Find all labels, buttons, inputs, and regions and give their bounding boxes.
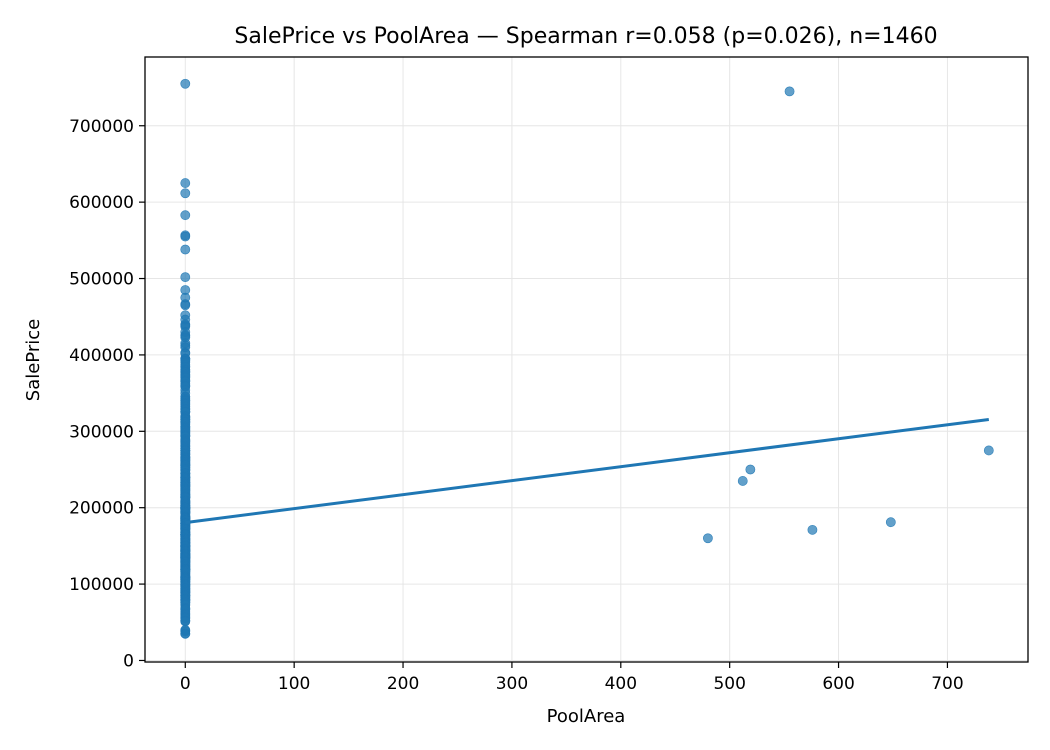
x-tick-label: 100 [278, 674, 310, 694]
grid [145, 57, 1028, 662]
data-point [885, 517, 896, 528]
x-tick-label: 600 [822, 674, 854, 694]
y-tick-label: 200000 [69, 499, 134, 519]
data-point [737, 476, 748, 486]
trendline-group [185, 417, 989, 525]
y-axis-label: SalePrice [23, 319, 44, 401]
data-point [180, 300, 191, 311]
chart-title: SalePrice vs PoolArea — Spearman r=0.058… [234, 24, 937, 49]
y-tick-label: 600000 [69, 193, 134, 213]
x-tick-label: 200 [387, 674, 419, 694]
data-point [180, 178, 191, 188]
data-point [784, 86, 795, 97]
data-point [180, 210, 191, 221]
data-points [180, 78, 994, 639]
data-point [180, 188, 191, 199]
data-point [983, 445, 994, 456]
data-point [180, 272, 191, 283]
data-point [807, 524, 818, 535]
x-axis-label: PoolArea [547, 706, 626, 727]
data-point [180, 628, 191, 639]
x-tick-label: 0 [180, 674, 191, 694]
x-axis: 0 100 200 300 400 500 600 700 [180, 662, 964, 694]
plot-frame [144, 56, 1029, 663]
y-tick-label: 500000 [69, 270, 134, 290]
y-tick-label: 300000 [69, 422, 134, 442]
x-tick-label: 300 [496, 674, 528, 694]
y-tick-label: 700000 [69, 117, 134, 137]
y-tick-label: 100000 [69, 575, 134, 595]
y-tick-label: 400000 [69, 346, 134, 366]
y-tick-label: 0 [123, 651, 134, 671]
data-point [180, 616, 191, 627]
data-point [702, 533, 713, 544]
data-point [180, 231, 191, 242]
y-axis: 0 100000 200000 300000 400000 500000 600000 700… [69, 117, 145, 671]
trendline [185, 417, 989, 525]
x-tick-label: 500 [713, 674, 745, 694]
data-point [180, 244, 191, 255]
data-point [180, 78, 191, 89]
x-tick-label: 700 [931, 674, 963, 694]
x-tick-label: 400 [605, 674, 637, 694]
data-point [745, 464, 756, 475]
